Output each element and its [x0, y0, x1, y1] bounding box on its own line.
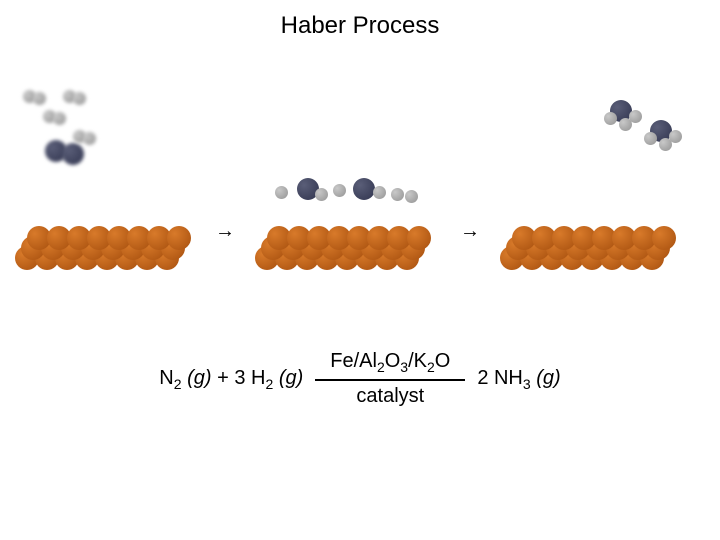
catalyst-surface — [500, 226, 682, 280]
reactants: N2 (g) + 3 H2 (g) — [159, 367, 303, 392]
hydrogen-atom — [53, 112, 66, 125]
hydrogen-atom — [83, 132, 96, 145]
hydrogen-atom — [644, 132, 657, 145]
surface-atom — [407, 226, 431, 250]
hydrogen-atom — [73, 92, 86, 105]
nitrogen-atom — [353, 178, 375, 200]
equation: N2 (g) + 3 H2 (g) Fe/Al2O3/K2O catalyst … — [0, 350, 720, 408]
hydrogen-atom — [405, 190, 418, 203]
hydrogen-atom — [275, 186, 288, 199]
reaction-arrow-line — [315, 379, 465, 381]
panel-products — [500, 90, 700, 290]
catalyst-bottom: catalyst — [356, 385, 424, 408]
surface-atom — [652, 226, 676, 250]
diagram-area: → → — [0, 90, 720, 290]
hydrogen-atom — [33, 92, 46, 105]
nitrogen-atom — [62, 143, 84, 165]
catalyst-surface — [15, 226, 197, 280]
plus-label: + — [217, 367, 234, 389]
hydrogen-atom — [669, 130, 682, 143]
catalyst-block: Fe/Al2O3/K2O catalyst — [315, 350, 465, 408]
hydrogen-atom — [391, 188, 404, 201]
NH3-label: 2 NH3 (g) — [477, 367, 560, 389]
catalyst-top: Fe/Al2O3/K2O — [330, 350, 450, 375]
catalyst-surface — [255, 226, 437, 280]
hydrogen-atom — [604, 112, 617, 125]
surface-atom — [167, 226, 191, 250]
diagram-title: Haber Process — [281, 12, 440, 40]
H2-label: 3 H2 (g) — [234, 367, 303, 389]
products: 2 NH3 (g) — [477, 367, 560, 392]
hydrogen-atom — [333, 184, 346, 197]
hydrogen-atom — [629, 110, 642, 123]
N2-label: N2 (g) — [159, 367, 211, 389]
arrow-2: → — [460, 220, 480, 243]
arrow-1: → — [215, 220, 235, 243]
panel-reactants — [15, 90, 215, 290]
hydrogen-atom — [373, 186, 386, 199]
panel-adsorbed — [255, 90, 455, 290]
hydrogen-atom — [315, 188, 328, 201]
